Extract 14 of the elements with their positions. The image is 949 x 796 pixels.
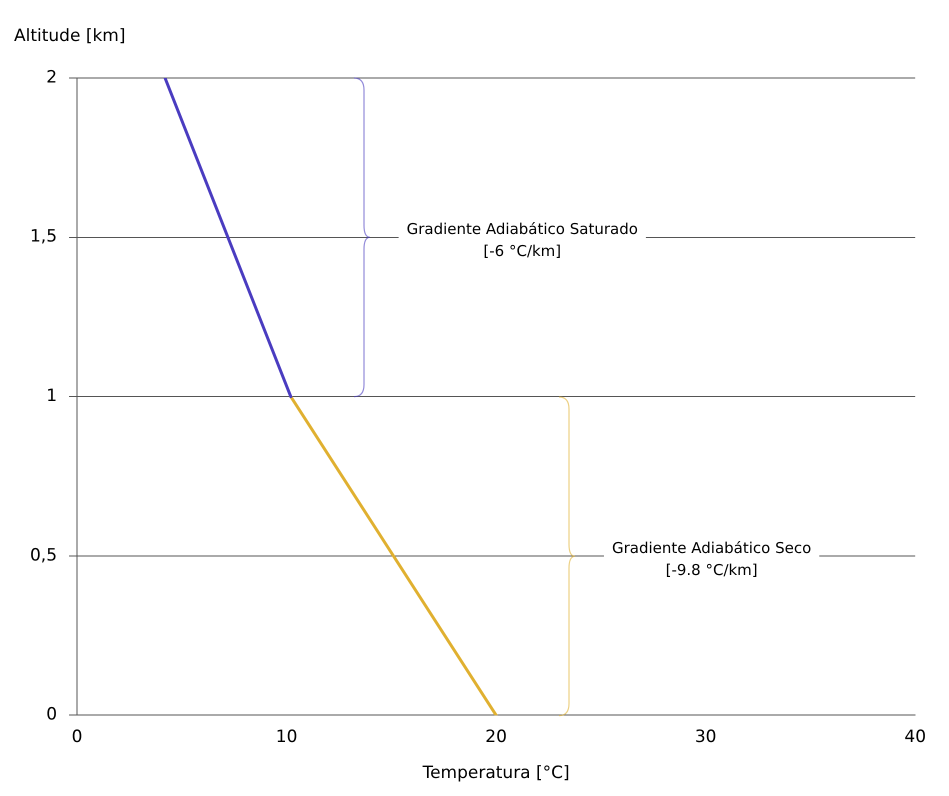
annotation: Gradiente Adiabático Saturado [-6 °C/km] — [406, 220, 638, 260]
x-axis-title: Temperatura [°C] — [422, 763, 570, 784]
y-axis-title: Altitude [km] — [14, 26, 126, 46]
x-tick-label: 10 — [276, 726, 298, 747]
x-tick-label: 20 — [485, 726, 507, 747]
y-tick-label: 1,5 — [30, 226, 58, 247]
y-tick-label: 1 — [46, 386, 58, 406]
y-tick-label: 2 — [46, 67, 58, 88]
y-tick-label: 0 — [46, 704, 58, 725]
annotation: Gradiente Adiabático Seco [-9.8 °C/km] — [612, 538, 812, 579]
x-tick-label: 0 — [72, 726, 82, 747]
y-tick-label: 0,5 — [30, 545, 58, 566]
x-tick-label: 30 — [694, 726, 716, 747]
x-tick-label: 40 — [904, 726, 926, 747]
